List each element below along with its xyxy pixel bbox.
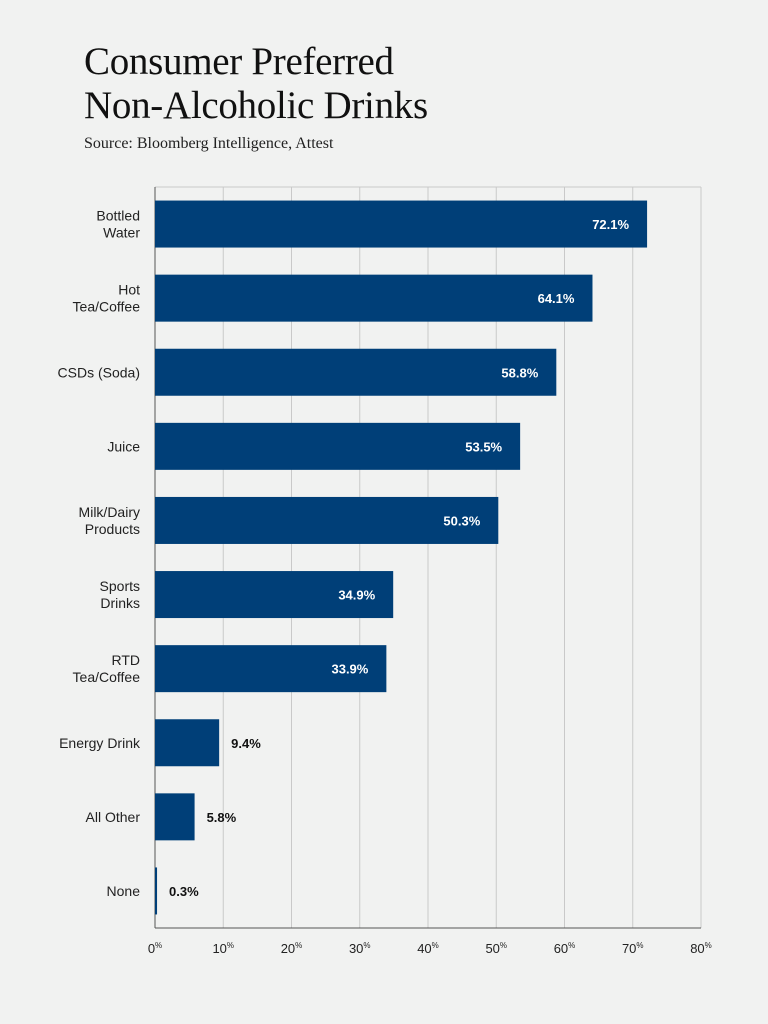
category-label-6-0: RTD — [111, 652, 140, 668]
x-tick-label-0: 0% — [148, 941, 162, 956]
x-tick-label-2: 20% — [281, 941, 303, 956]
value-label-9: 0.3% — [169, 884, 199, 899]
bar-3 — [155, 422, 521, 470]
bar-1 — [155, 274, 593, 322]
bar-8 — [155, 793, 195, 841]
value-label-6: 33.9% — [331, 662, 368, 677]
value-label-4: 50.3% — [443, 513, 480, 528]
bar-5 — [155, 571, 394, 619]
category-label-9: None — [107, 883, 141, 899]
category-label-3: Juice — [107, 438, 140, 454]
category-label-8: All Other — [86, 809, 141, 825]
bar-6 — [155, 645, 387, 693]
x-tick-label-8: 80% — [690, 941, 712, 956]
value-label-8: 5.8% — [207, 810, 237, 825]
value-label-3: 53.5% — [465, 439, 502, 454]
category-label-5-0: Sports — [100, 578, 140, 594]
category-label-4-0: Milk/Dairy — [79, 504, 140, 520]
bar-9 — [155, 867, 158, 915]
chart-title-line-1: Consumer Preferred — [84, 40, 394, 83]
category-label-5-1: Drinks — [100, 595, 140, 611]
bar-7 — [155, 719, 220, 767]
chart-title-line-2: Non-Alcoholic Drinks — [84, 84, 428, 127]
value-label-7: 9.4% — [231, 736, 261, 751]
x-tick-label-7: 70% — [622, 941, 644, 956]
value-label-5: 34.9% — [338, 588, 375, 603]
value-label-2: 58.8% — [501, 365, 538, 380]
x-tick-label-5: 50% — [485, 941, 507, 956]
bar-4 — [155, 496, 499, 544]
x-tick-label-6: 60% — [554, 941, 576, 956]
x-tick-label-3: 30% — [349, 941, 371, 956]
bar-2 — [155, 348, 557, 396]
category-label-2: CSDs (Soda) — [58, 364, 140, 380]
category-label-1-0: Hot — [118, 282, 140, 298]
chart-subtitle: Source: Bloomberg Intelligence, Attest — [84, 135, 334, 152]
category-label-6-1: Tea/Coffee — [73, 669, 141, 685]
category-label-0-1: Water — [103, 225, 140, 241]
x-tick-label-1: 10% — [212, 941, 234, 956]
category-label-4-1: Products — [85, 521, 140, 537]
value-label-1: 64.1% — [538, 291, 575, 306]
category-label-1-1: Tea/Coffee — [73, 299, 141, 315]
category-label-7: Energy Drink — [59, 735, 141, 751]
chart-title: Consumer Preferred Non-Alcoholic Drinks — [84, 40, 428, 128]
category-label-0-0: Bottled — [96, 208, 140, 224]
x-tick-label-4: 40% — [417, 941, 439, 956]
bar-0 — [155, 200, 648, 248]
value-label-0: 72.1% — [592, 217, 629, 232]
